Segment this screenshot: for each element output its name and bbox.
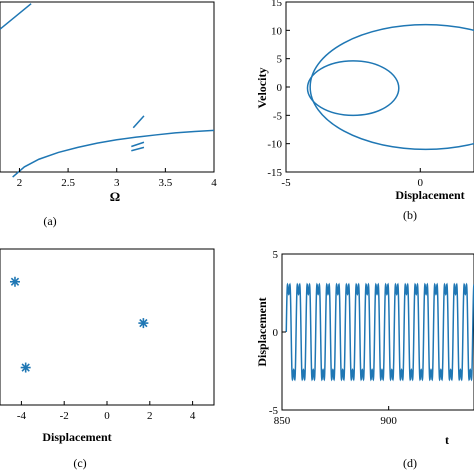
x-tick-label: 3.5 [158,177,172,189]
y-tick-label: 5 [273,249,279,261]
panel-c-points [9,276,149,373]
x-tick-label: 0 [104,410,110,422]
x-tick-label: 0 [418,177,424,189]
panel-a-caption: (a) [43,214,56,228]
panel-c-x-ticks: -4 -2 0 2 4 [17,401,196,422]
panel-d: 850 900 5 0 -5 t Displacement (d) [255,249,474,470]
x-tick-label: 900 [380,415,397,427]
panel-b-y-ticks: 15 10 5 0 -5 -10 -15 [267,0,290,179]
panel-b-y-label: Velocity [255,68,269,109]
panel-b-x-ticks: -5 0 [281,168,424,189]
panel-b-frame [285,1,474,173]
panel-d-y-label: Displacement [255,297,269,366]
time-series-line [285,282,474,382]
y-tick-label: 10 [271,25,283,37]
x-tick-label: 2 [17,177,23,189]
panel-a: 2 2.5 3 3.5 4 Ω (a) [0,1,217,228]
x-tick-label: -2 [60,410,69,422]
x-tick-label: 2 [147,410,153,422]
x-tick-label: 850 [274,415,291,427]
phase-orbit [309,23,474,151]
panel-a-frame [0,1,215,173]
panel-a-curves [0,3,215,178]
x-tick-label: -5 [281,177,291,189]
x-tick-label: -4 [17,410,27,422]
panel-a-x-label: Ω [110,189,120,204]
panel-b-caption: (b) [403,208,417,222]
panel-a-branch [0,3,32,30]
panel-a-branch [12,129,215,178]
panel-b: -5 0 15 10 5 0 -5 -10 -15 Displacement Velocity… [255,0,474,222]
x-tick-label: 3 [114,177,120,189]
phase-orbit [306,60,400,117]
poincare-point [9,276,20,287]
panel-a-branch [131,146,145,152]
panel-a-branch [132,115,145,129]
panel-b-curves [306,23,474,151]
y-tick-label: -5 [269,405,279,417]
panel-c-frame [0,248,215,406]
panel-d-caption: (d) [403,456,417,470]
panel-a-branch [131,141,145,148]
panel-d-curves [285,282,474,382]
y-tick-label: 0 [273,327,279,339]
y-tick-label: -15 [267,167,282,179]
poincare-point [138,318,149,329]
x-tick-label: 4 [190,410,196,422]
x-tick-label: 4 [211,177,217,189]
panel-d-y-ticks: 5 0 -5 [269,249,286,417]
panel-c-x-label: Displacement [42,430,111,444]
y-tick-label: 15 [271,0,283,9]
panel-c-caption: (c) [73,456,86,470]
poincare-point [20,362,31,373]
y-tick-label: 5 [277,54,283,66]
panel-d-x-label: t [445,433,449,447]
panel-a-x-ticks: 2 2.5 3 3.5 4 [17,168,217,189]
panel-d-x-ticks: 850 900 [274,406,397,427]
panel-b-x-label: Displacement [395,188,464,202]
y-tick-label: -10 [267,139,282,151]
panel-c: -4 -2 0 2 4 Displacement (c) [0,248,215,470]
y-tick-label: -5 [273,110,283,122]
y-tick-label: 0 [277,82,283,94]
x-tick-label: 2.5 [61,177,75,189]
